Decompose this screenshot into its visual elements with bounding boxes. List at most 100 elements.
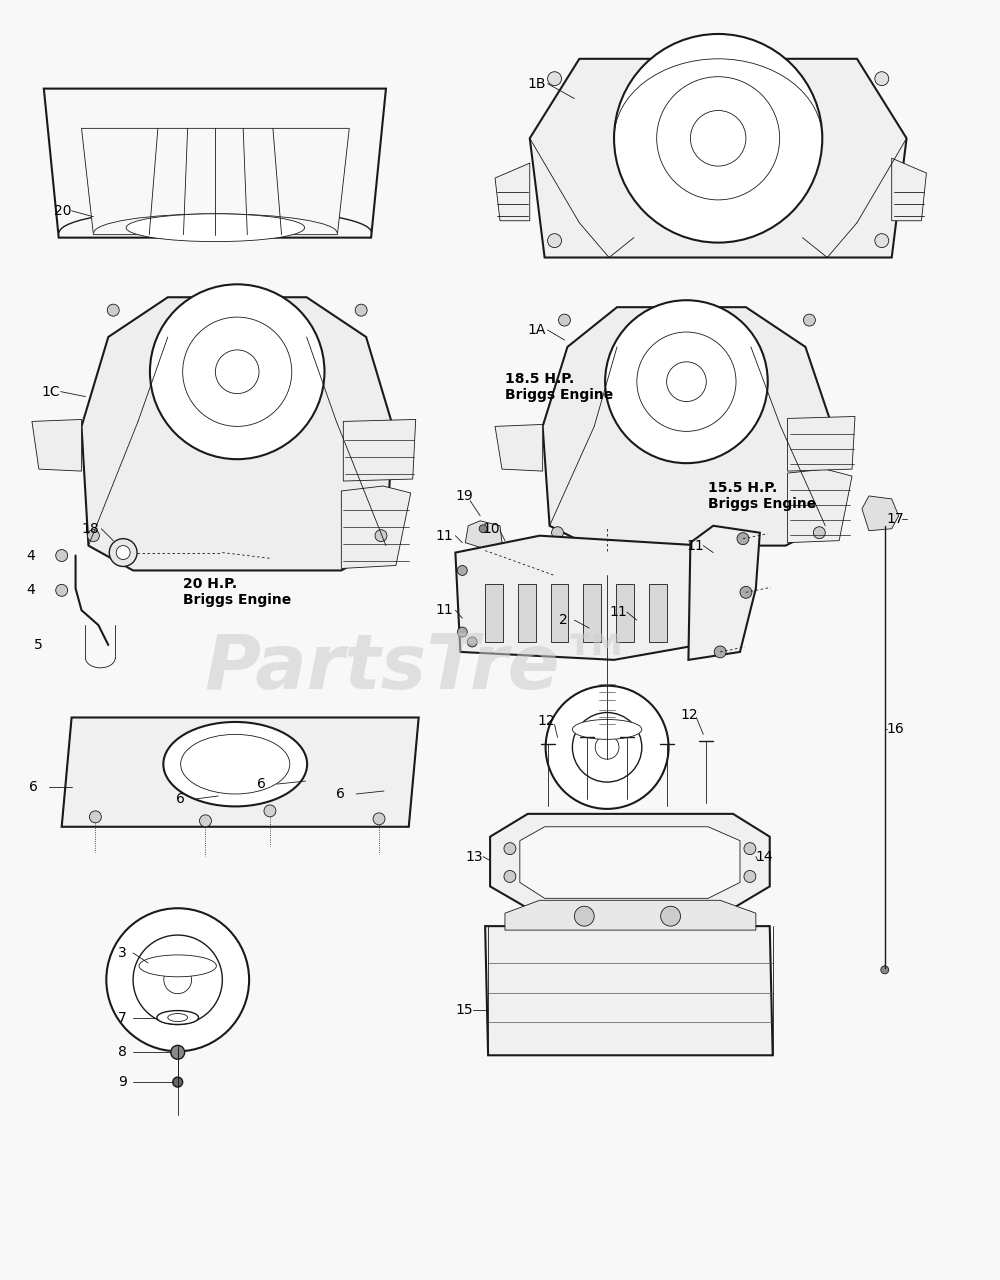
Circle shape [548, 72, 561, 86]
Text: 11: 11 [609, 605, 627, 620]
Circle shape [813, 527, 825, 539]
Polygon shape [32, 420, 82, 471]
Circle shape [457, 566, 467, 576]
Circle shape [552, 527, 563, 539]
Circle shape [546, 686, 669, 809]
Circle shape [740, 586, 752, 598]
Text: 12: 12 [680, 708, 698, 722]
Ellipse shape [572, 719, 642, 740]
Text: 17: 17 [887, 512, 904, 526]
Circle shape [107, 305, 119, 316]
Circle shape [605, 301, 768, 463]
Circle shape [200, 815, 211, 827]
Text: 1B: 1B [528, 77, 546, 91]
Text: 5: 5 [34, 637, 43, 652]
Bar [485, 585, 503, 643]
Text: 7: 7 [118, 1010, 127, 1024]
Circle shape [595, 736, 619, 759]
Circle shape [637, 332, 736, 431]
Circle shape [133, 936, 222, 1024]
Polygon shape [892, 159, 926, 220]
Polygon shape [530, 59, 907, 257]
Text: 20 H.P.
Briggs Engine: 20 H.P. Briggs Engine [183, 577, 291, 608]
Circle shape [116, 545, 130, 559]
Polygon shape [343, 420, 416, 481]
Circle shape [595, 568, 619, 593]
Circle shape [504, 870, 516, 882]
Text: 6: 6 [176, 792, 185, 806]
Text: 4: 4 [26, 549, 35, 562]
Text: 11: 11 [686, 539, 704, 553]
Circle shape [744, 870, 756, 882]
Text: PartsTre™: PartsTre™ [205, 631, 637, 705]
Circle shape [457, 627, 467, 637]
Circle shape [164, 966, 192, 993]
Ellipse shape [126, 214, 305, 242]
Circle shape [173, 1078, 183, 1087]
Text: 6: 6 [336, 787, 345, 801]
Circle shape [559, 314, 570, 326]
Text: 18: 18 [82, 522, 99, 536]
Polygon shape [44, 88, 386, 238]
Text: 1A: 1A [528, 323, 546, 337]
Circle shape [574, 906, 594, 927]
Circle shape [577, 550, 637, 611]
Text: 18.5 H.P.
Briggs Engine: 18.5 H.P. Briggs Engine [505, 371, 613, 402]
Polygon shape [62, 718, 419, 827]
Circle shape [744, 842, 756, 855]
Circle shape [657, 77, 780, 200]
Polygon shape [82, 128, 349, 234]
Ellipse shape [590, 586, 624, 598]
Text: 2: 2 [560, 613, 568, 627]
Text: 6: 6 [29, 780, 38, 794]
Polygon shape [82, 297, 393, 571]
Text: 6: 6 [257, 777, 266, 791]
Polygon shape [490, 814, 770, 909]
Circle shape [109, 539, 137, 567]
Circle shape [737, 532, 749, 544]
Circle shape [875, 234, 889, 247]
Circle shape [106, 909, 249, 1051]
Polygon shape [688, 526, 760, 660]
Polygon shape [341, 486, 411, 568]
Text: 19: 19 [455, 489, 473, 503]
Polygon shape [543, 307, 832, 545]
Polygon shape [520, 827, 740, 899]
Text: 1C: 1C [42, 384, 60, 398]
Text: 9: 9 [118, 1075, 127, 1089]
Text: 10: 10 [482, 522, 500, 536]
Ellipse shape [168, 1014, 188, 1021]
Text: 15: 15 [455, 1002, 473, 1016]
Circle shape [373, 813, 385, 824]
Circle shape [89, 812, 101, 823]
Bar [616, 585, 634, 643]
Bar [518, 585, 536, 643]
Circle shape [150, 284, 324, 460]
Circle shape [614, 35, 822, 243]
Circle shape [875, 72, 889, 86]
Ellipse shape [157, 1011, 199, 1024]
Circle shape [183, 317, 292, 426]
Circle shape [355, 305, 367, 316]
Polygon shape [485, 927, 773, 1055]
Circle shape [690, 110, 746, 166]
Bar [649, 585, 667, 643]
Circle shape [548, 234, 561, 247]
Text: 4: 4 [26, 584, 35, 598]
Circle shape [264, 805, 276, 817]
Circle shape [881, 966, 889, 974]
Circle shape [375, 530, 387, 541]
Circle shape [215, 349, 259, 394]
Circle shape [171, 1046, 185, 1060]
Polygon shape [505, 900, 756, 931]
Circle shape [661, 906, 680, 927]
Polygon shape [455, 536, 703, 660]
Circle shape [87, 530, 99, 541]
Polygon shape [788, 468, 852, 543]
Circle shape [479, 525, 487, 532]
Circle shape [714, 646, 726, 658]
Text: 8: 8 [118, 1046, 127, 1060]
Text: 11: 11 [436, 603, 453, 617]
Text: 14: 14 [756, 850, 773, 864]
Circle shape [667, 362, 706, 402]
